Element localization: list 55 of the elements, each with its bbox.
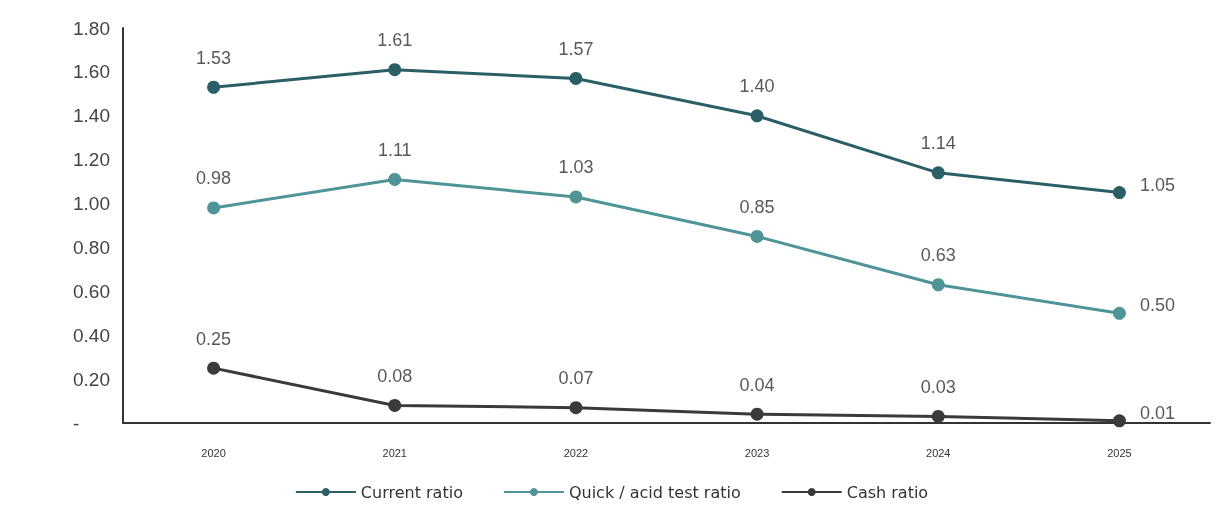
- data-label: 0.04: [739, 374, 775, 395]
- data-label: 1.11: [377, 139, 412, 160]
- x-tick-label: 2025: [1107, 446, 1132, 459]
- point: [931, 409, 945, 423]
- legend-label: Quick / acid test ratio: [568, 482, 741, 502]
- data-label: 1.61: [377, 30, 413, 51]
- data-label: 1.14: [920, 133, 956, 154]
- legend-label: Current ratio: [360, 482, 463, 502]
- point: [931, 166, 945, 180]
- data-label: 0.85: [739, 196, 775, 217]
- data-label: 0.03: [920, 376, 956, 397]
- point: [388, 63, 402, 77]
- point: [388, 398, 402, 412]
- point: [207, 361, 221, 375]
- point: [569, 401, 583, 415]
- data-label: 0.63: [920, 245, 956, 266]
- data-label: 0.01: [1139, 402, 1175, 423]
- point: [207, 80, 221, 94]
- x-tick-label: 2023: [744, 446, 770, 459]
- data-label: 1.53: [196, 47, 232, 68]
- y-tick-label: 0.20: [73, 368, 110, 390]
- point: [569, 190, 583, 204]
- point: [1112, 414, 1126, 428]
- point: [750, 229, 764, 243]
- x-tick-label: 2024: [926, 446, 951, 459]
- data-label: 0.25: [196, 328, 232, 349]
- y-tick-label: 1.80: [73, 17, 110, 39]
- x-tick-label: 2020: [201, 446, 226, 459]
- point: [1112, 186, 1126, 200]
- point: [750, 407, 764, 421]
- y-tick-label: 1.60: [73, 61, 110, 83]
- point: [1112, 306, 1126, 320]
- y-tick-label: 1.40: [73, 105, 110, 127]
- y-tick-label: 1.00: [73, 193, 110, 215]
- data-label: 0.07: [558, 368, 594, 389]
- data-label: 1.03: [558, 157, 594, 178]
- x-tick-label: 2022: [563, 446, 589, 459]
- data-label: 0.08: [377, 365, 413, 386]
- point: [750, 109, 764, 123]
- data-label: 1.57: [558, 38, 594, 59]
- y-tick-label: -: [73, 412, 80, 434]
- point: [207, 201, 221, 215]
- data-label: 1.40: [739, 76, 775, 97]
- data-label: 0.98: [196, 168, 232, 189]
- point: [569, 71, 583, 85]
- x-tick-label: 2021: [382, 446, 407, 459]
- data-label: 0.50: [1139, 295, 1175, 316]
- y-tick-label: 1.20: [73, 149, 110, 171]
- y-tick-label: 0.40: [73, 324, 110, 346]
- legend-label: Cash ratio: [846, 482, 929, 502]
- data-label: 1.05: [1139, 174, 1175, 195]
- y-tick-label: 0.80: [73, 236, 110, 258]
- y-tick-label: 0.60: [73, 280, 110, 302]
- point: [388, 172, 402, 186]
- point: [931, 278, 945, 292]
